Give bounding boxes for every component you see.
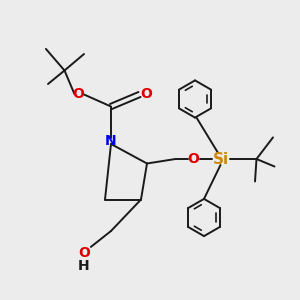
Text: O: O [140,87,152,101]
Text: O: O [188,152,200,166]
Text: O: O [72,87,84,101]
Text: O: O [78,246,90,260]
Text: N: N [105,134,117,148]
Text: Si: Si [212,152,229,166]
Text: H: H [78,259,90,273]
